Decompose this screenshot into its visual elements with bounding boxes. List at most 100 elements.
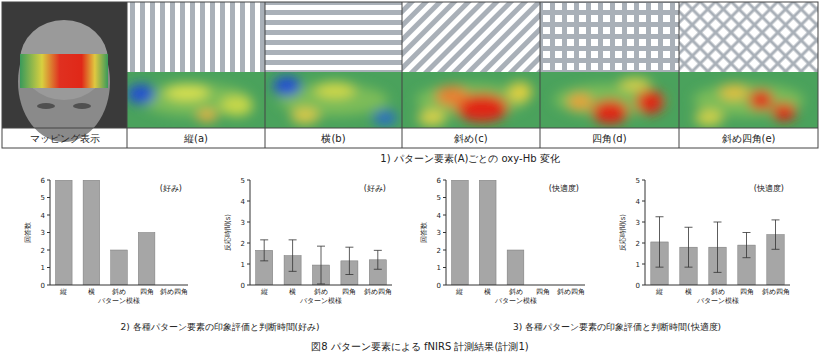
error-cap xyxy=(772,249,780,250)
tick-label: 4 xyxy=(636,198,641,206)
category-label: 縦 xyxy=(455,288,463,296)
y-axis-label: 反応時間(s) xyxy=(619,214,627,251)
blob xyxy=(127,84,155,104)
eye xyxy=(73,103,91,109)
error-line xyxy=(688,227,689,267)
column-label: 斜め四角(e) xyxy=(722,133,776,144)
annotation: (快適度) xyxy=(754,184,784,193)
error-cap xyxy=(260,239,268,240)
tick-label: 2 xyxy=(241,240,245,248)
column-label: マッピング表示 xyxy=(30,133,100,144)
eye xyxy=(37,103,55,109)
figure-title: 図8 パターン要素による fNIRS 計測結果(計測1) xyxy=(311,341,528,352)
error-cap xyxy=(685,267,693,268)
error-line xyxy=(292,240,293,272)
category-label: 横 xyxy=(88,288,95,296)
forehead xyxy=(20,20,108,100)
error-cap xyxy=(743,257,751,258)
tick-label: 1 xyxy=(41,264,45,272)
category-label: 縦 xyxy=(655,288,663,296)
bar xyxy=(56,180,73,285)
blob xyxy=(165,84,209,100)
heatmap-blobs xyxy=(554,78,665,124)
annotation: (快適度) xyxy=(549,184,579,193)
mapping-image xyxy=(2,2,127,142)
heatmap xyxy=(540,72,679,128)
error-cap xyxy=(714,222,722,223)
error-bar xyxy=(743,233,751,258)
tick-label: 2 xyxy=(437,247,441,255)
error-cap xyxy=(345,274,353,275)
tick-label: 3 xyxy=(636,219,640,227)
chart: 0123456縦横斜め四角斜め四角パターン模様回答数(快適度) xyxy=(420,177,585,306)
x-axis-label: パターン模様 xyxy=(494,297,537,305)
pattern-image xyxy=(127,2,265,72)
error-cap xyxy=(317,283,325,284)
category-label: 斜め xyxy=(112,288,126,296)
blob xyxy=(197,110,217,122)
x-axis xyxy=(50,285,188,286)
y-axis xyxy=(50,180,51,285)
category-label: 斜め四角 xyxy=(364,288,392,296)
table-line xyxy=(127,2,128,148)
error-bar xyxy=(772,220,780,249)
tick-label: 5 xyxy=(41,194,45,202)
bar xyxy=(138,233,155,286)
x-axis-label: パターン模様 xyxy=(97,297,140,305)
error-cap xyxy=(260,260,268,261)
heatmap-bg xyxy=(127,72,265,128)
chart: 012345縦横斜め四角斜め四角パターン模様反応時間(s)(好み) xyxy=(224,177,392,306)
category-label: 四角 xyxy=(740,288,754,296)
column-label: 縦(a) xyxy=(183,133,208,144)
error-line xyxy=(717,222,718,272)
error-cap xyxy=(685,227,693,228)
caption: 3) 各種パターン要素の印象評価と判断時間(快適度) xyxy=(513,322,721,332)
y-axis xyxy=(446,180,447,285)
column-label: 横(b) xyxy=(321,133,345,144)
tick-label: 0 xyxy=(241,282,245,290)
chart: 0123456縦横斜め四角斜め四角パターン模様回答数(好み) xyxy=(24,177,188,306)
blob xyxy=(508,82,532,102)
error-cap xyxy=(656,267,664,268)
error-bar xyxy=(656,217,664,267)
y-axis-label: 反応時間(s) xyxy=(224,214,232,251)
marks xyxy=(56,180,155,285)
blob xyxy=(592,100,628,124)
x-axis xyxy=(446,285,585,286)
x-axis xyxy=(250,285,392,286)
heatmap-blobs xyxy=(127,84,253,122)
figure-svg: マッピング表示縦(a)横(b)斜め(c)四角(d)斜め四角(e)1) パターン要… xyxy=(0,0,835,358)
category-label: 斜め xyxy=(314,288,328,296)
category-label: 横 xyxy=(289,288,296,296)
y-axis-label: 回答数 xyxy=(420,222,428,243)
category-label: 斜め四角 xyxy=(557,288,585,296)
category-label: 斜め四角 xyxy=(160,288,188,296)
marks xyxy=(651,217,784,285)
error-line xyxy=(349,247,350,274)
heatmap-bg xyxy=(679,72,818,128)
heatmap-bg xyxy=(540,72,679,128)
tick-label: 5 xyxy=(636,177,640,185)
tick-label: 6 xyxy=(437,177,442,185)
error-cap xyxy=(374,250,382,251)
bar xyxy=(452,180,469,285)
table-line xyxy=(540,2,541,148)
pattern-cell xyxy=(402,2,540,128)
bar xyxy=(479,180,496,285)
blob xyxy=(695,110,723,126)
bar xyxy=(111,250,128,285)
marks xyxy=(452,180,524,285)
blob xyxy=(373,110,397,126)
y-axis xyxy=(645,180,646,285)
tick-label: 1 xyxy=(437,264,441,272)
error-cap xyxy=(714,272,722,273)
pattern-image xyxy=(265,2,402,72)
category-label: 斜め xyxy=(509,288,523,296)
tick-label: 1 xyxy=(241,261,245,269)
error-cap xyxy=(656,216,664,217)
tick-label: 5 xyxy=(241,177,245,185)
error-bar xyxy=(714,222,722,272)
error-cap xyxy=(289,239,297,240)
x-axis-label: パターン模様 xyxy=(299,297,342,305)
tick-label: 6 xyxy=(41,177,46,185)
